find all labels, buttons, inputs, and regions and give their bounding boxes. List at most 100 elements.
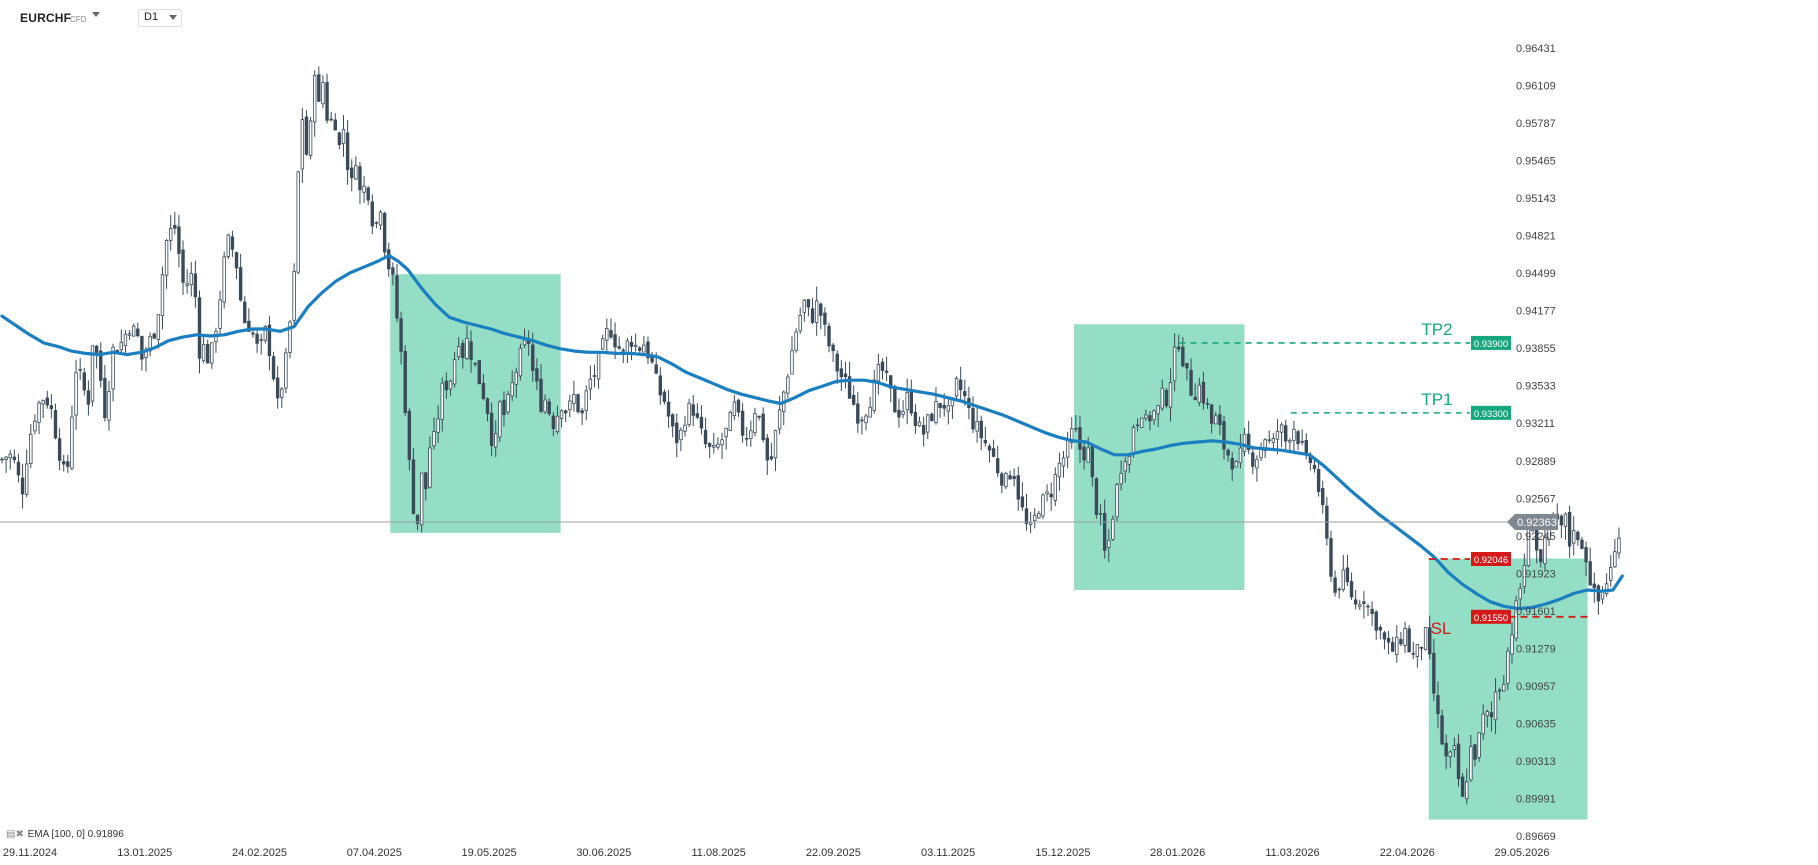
candle [1341, 554, 1346, 592]
candle [1403, 621, 1407, 654]
candle [1226, 448, 1230, 462]
candle-body [432, 431, 436, 447]
candle-body [152, 333, 156, 339]
candle [1279, 422, 1284, 448]
candle-body [872, 379, 876, 411]
candle-body [563, 410, 568, 414]
candle-body [255, 333, 259, 344]
y-tick-label: 0.95465 [1516, 156, 1556, 168]
candle-body [234, 252, 239, 269]
symbol-dropdown-icon[interactable] [92, 12, 100, 17]
candle [271, 351, 276, 382]
candle [629, 335, 634, 361]
candle [584, 385, 588, 421]
candle-body [144, 351, 148, 358]
candle-body [263, 326, 268, 341]
candle-body [1353, 599, 1358, 605]
candle-body [1251, 452, 1255, 467]
candle [1316, 460, 1321, 497]
candle [103, 364, 107, 422]
candle [1572, 516, 1576, 556]
candle-body [29, 433, 33, 464]
candle [1518, 583, 1522, 608]
candle-body [531, 344, 535, 371]
candle-body [1041, 494, 1045, 517]
candle-body [654, 364, 658, 374]
candle [1292, 420, 1296, 453]
candle-body [1053, 474, 1057, 501]
candle-body [987, 445, 992, 451]
candle-body [1452, 745, 1457, 750]
indicator-settings-icon[interactable]: ▤✖ [6, 829, 24, 840]
candle-body [173, 224, 177, 229]
candle-body [1288, 440, 1292, 443]
candle [675, 413, 679, 458]
candle [1469, 734, 1473, 783]
candle [1489, 701, 1494, 732]
candle [650, 351, 654, 365]
timeframe-select[interactable]: D1 [138, 9, 182, 27]
candle-body [580, 410, 584, 414]
candle [1510, 622, 1514, 664]
candle [1078, 415, 1082, 464]
candle-body [206, 343, 210, 364]
candle [1378, 624, 1383, 640]
candle [1209, 403, 1214, 434]
candle [494, 420, 498, 458]
candle [975, 407, 979, 443]
candle [366, 186, 370, 206]
candle [1407, 625, 1411, 653]
candle-body [819, 303, 823, 316]
candle-body [1403, 628, 1407, 646]
candle-body [716, 443, 720, 448]
candle [823, 307, 827, 337]
symbol-name[interactable]: EURCHF [20, 11, 72, 25]
candle-body [1506, 650, 1510, 684]
indicator-legend[interactable]: ▤✖ EMA [100, 0] 0.91896 [6, 829, 124, 840]
candle-body [259, 339, 263, 341]
candle-body [1337, 588, 1341, 591]
candle-body [1119, 472, 1123, 485]
candle-body [559, 410, 564, 419]
candle-body [62, 461, 66, 465]
chart-toolbar: EURCHF CFD D1 [0, 0, 1818, 34]
candle-body [498, 401, 502, 438]
candle [934, 387, 938, 425]
candle-body [1617, 537, 1621, 554]
candle-body [94, 345, 99, 354]
candle-body [1226, 449, 1230, 456]
candle-body [1070, 428, 1074, 444]
candle-body [440, 382, 444, 420]
candle [1506, 647, 1510, 691]
candle [370, 194, 375, 235]
candle [127, 330, 132, 340]
candle [518, 343, 523, 381]
candle-body [794, 331, 798, 351]
candle-body [728, 411, 732, 431]
candle [1390, 636, 1395, 652]
y-tick-label: 0.91923 [1516, 568, 1556, 580]
x-tick-label: 07.04.2025 [347, 847, 402, 859]
candle [1473, 743, 1477, 767]
candle-body [185, 283, 189, 286]
candle-body [1074, 428, 1078, 430]
candle [707, 442, 712, 459]
candle [1288, 438, 1292, 453]
candle-body [1181, 346, 1185, 367]
candle-body [975, 421, 979, 432]
candle-body [370, 201, 375, 227]
candle [329, 111, 333, 122]
candle-body [835, 353, 839, 372]
candle-body [226, 234, 230, 257]
candle [1337, 587, 1341, 599]
candle [1366, 603, 1370, 617]
candle [1172, 333, 1177, 392]
candle-body [1189, 369, 1193, 396]
candle [601, 334, 605, 350]
candle [1374, 610, 1378, 640]
candle-body [901, 411, 905, 415]
candle-body [786, 376, 790, 394]
candle [514, 367, 519, 399]
candle [1045, 484, 1049, 502]
